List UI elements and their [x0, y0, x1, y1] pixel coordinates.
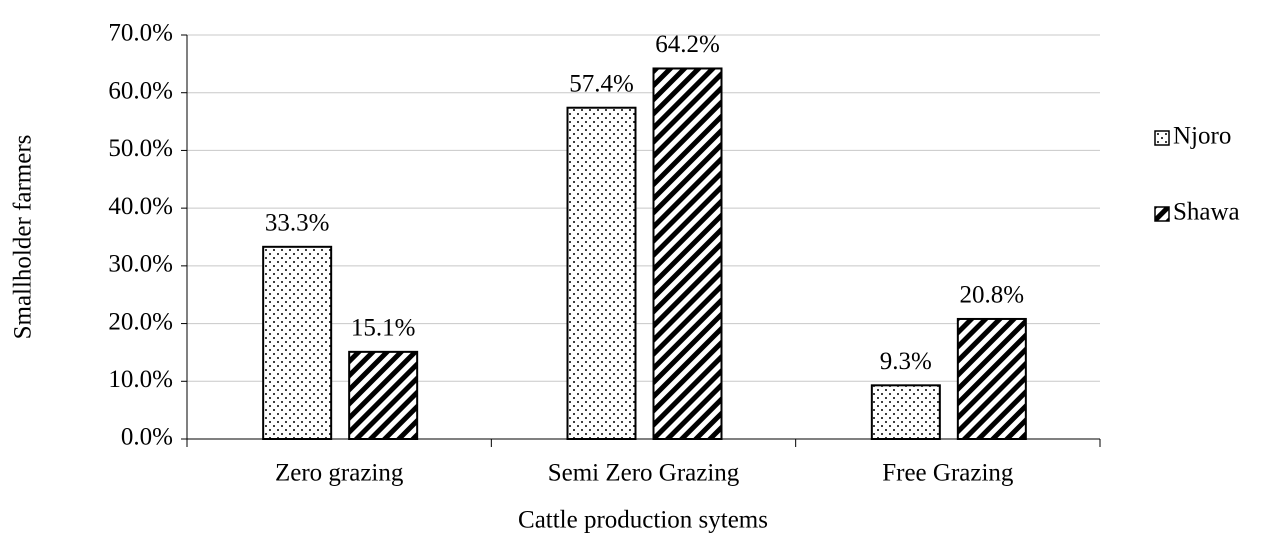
- bar: [262, 245, 333, 440]
- x-tick-label: Semi Zero Grazing: [548, 460, 740, 487]
- legend-swatch: [1154, 206, 1170, 222]
- value-label: 20.8%: [960, 282, 1025, 309]
- value-label: 15.1%: [351, 315, 416, 342]
- y-tick-label: 40.0%: [108, 193, 173, 220]
- value-label: 33.3%: [265, 210, 330, 237]
- y-axis-title: Smallholder farmers: [10, 135, 37, 340]
- y-tick-label: 30.0%: [108, 251, 173, 278]
- y-tick-label: 60.0%: [108, 77, 173, 104]
- x-tick-label: Free Grazing: [882, 460, 1014, 487]
- y-tick-label: 10.0%: [108, 366, 173, 393]
- bar: [956, 317, 1027, 440]
- x-axis-title: Cattle production sytems: [518, 507, 768, 534]
- y-tick-label: 20.0%: [108, 308, 173, 335]
- legend-label: Njoro: [1173, 123, 1231, 150]
- legend-label: Shawa: [1173, 199, 1240, 226]
- bar: [652, 67, 723, 441]
- value-label: 57.4%: [569, 70, 634, 97]
- value-label: 64.2%: [655, 31, 720, 58]
- y-tick-label: 70.0%: [108, 20, 173, 47]
- legend-swatch: [1154, 130, 1170, 146]
- bar: [870, 384, 941, 440]
- value-label: 9.3%: [880, 348, 932, 375]
- y-tick-label: 50.0%: [108, 135, 173, 162]
- bar: [348, 350, 419, 441]
- bar: [566, 106, 637, 440]
- y-tick-label: 0.0%: [121, 424, 173, 451]
- x-tick-label: Zero grazing: [275, 460, 404, 487]
